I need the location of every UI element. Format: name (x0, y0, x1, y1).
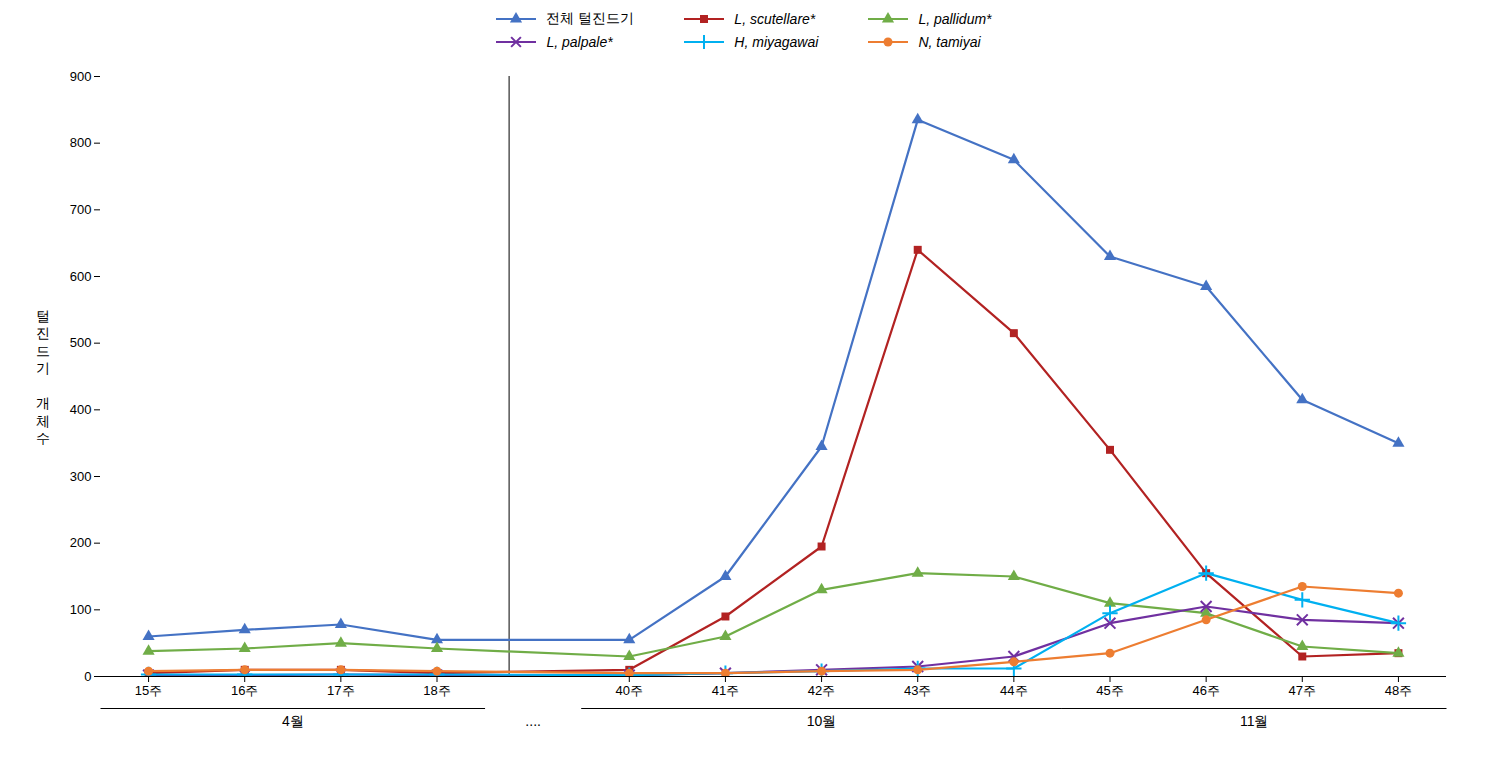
svg-text:43주: 43주 (904, 683, 931, 698)
svg-text:42주: 42주 (808, 683, 835, 698)
svg-text:10월: 10월 (807, 713, 837, 729)
html-text:L, pallidum*: L, pallidum* (918, 11, 992, 27)
svg-text:200: 200 (70, 535, 92, 550)
html-text:H, miyagawai: H, miyagawai (734, 34, 819, 50)
svg-text:40주: 40주 (616, 683, 643, 698)
svg-text:900: 900 (70, 69, 92, 84)
html-text:L, palpale*: L, palpale* (546, 34, 613, 50)
svg-text:11월: 11월 (1240, 713, 1269, 729)
svg-text:100: 100 (70, 602, 92, 617)
svg-text:45주: 45주 (1096, 683, 1123, 698)
svg-text:16주: 16주 (231, 683, 258, 698)
svg-text:600: 600 (70, 269, 92, 284)
svg-text:800: 800 (70, 135, 92, 150)
svg-text:털진드기개체수: 털진드기개체수 (36, 308, 50, 447)
svg-text:48주: 48주 (1385, 683, 1412, 698)
svg-text:15주: 15주 (135, 683, 162, 698)
svg-text:0: 0 (84, 669, 91, 684)
svg-text:500: 500 (70, 335, 92, 350)
svg-text:4월: 4월 (282, 713, 304, 729)
svg-text:700: 700 (70, 202, 92, 217)
html-text:N, tamiyai: N, tamiyai (918, 34, 981, 50)
html-text:L, scutellare*: L, scutellare* (734, 11, 816, 27)
html-text:전체 털진드기: 전체 털진드기 (546, 10, 635, 26)
svg-text:41주: 41주 (712, 683, 739, 698)
svg-text:44주: 44주 (1000, 683, 1027, 698)
svg-text:47주: 47주 (1289, 683, 1316, 698)
svg-text:300: 300 (70, 469, 92, 484)
svg-text:17주: 17주 (327, 683, 354, 698)
svg-text:....: .... (525, 713, 541, 729)
svg-text:400: 400 (70, 402, 92, 417)
svg-text:18주: 18주 (423, 683, 450, 698)
svg-text:46주: 46주 (1192, 683, 1219, 698)
